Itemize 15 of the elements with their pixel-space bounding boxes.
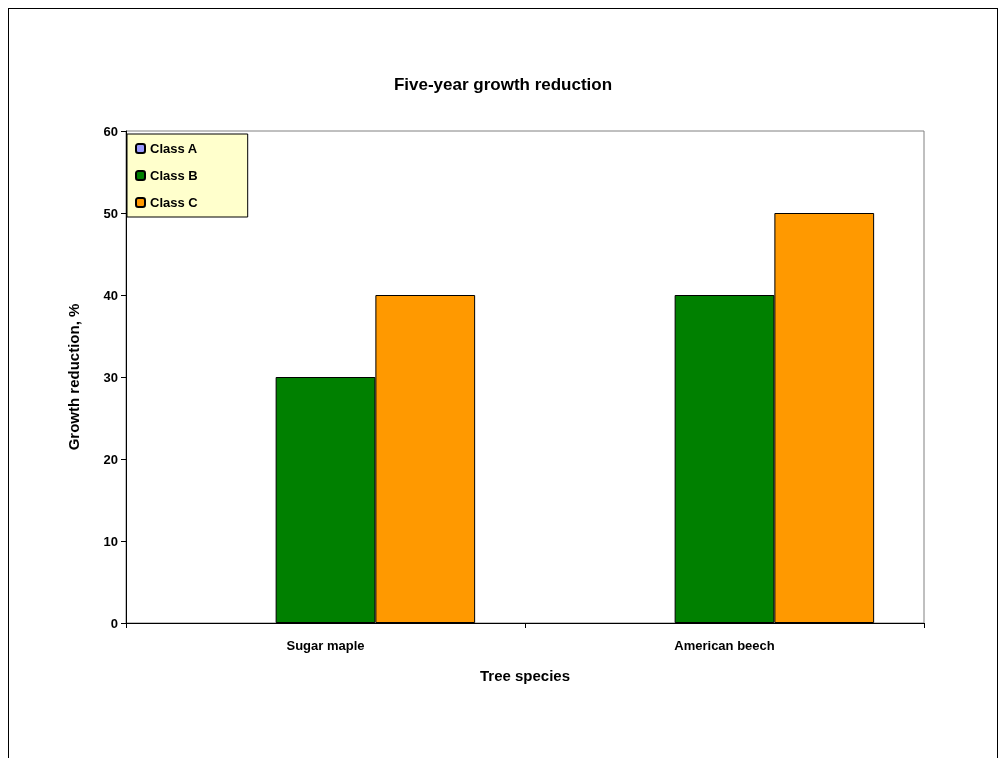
x-tick-label: American beech [674,638,775,653]
legend-label: Class A [150,141,198,156]
y-tick-label: 50 [103,205,118,221]
y-tick-label: 30 [103,369,118,385]
y-tick-label: 40 [103,287,118,303]
y-axis-title: Growth reduction, % [65,303,82,451]
x-axis-title: Tree species [479,667,571,684]
y-tick-label: 20 [103,451,118,467]
legend-label: Class B [150,168,198,183]
y-tick-label: 0 [110,615,118,631]
y-tick-label: 10 [103,533,118,549]
legend-label: Class C [150,195,199,210]
chart-title: Five-year growth reduction [393,75,613,94]
y-tick-label: 60 [103,123,118,139]
x-tick-label: Sugar maple [286,638,365,653]
